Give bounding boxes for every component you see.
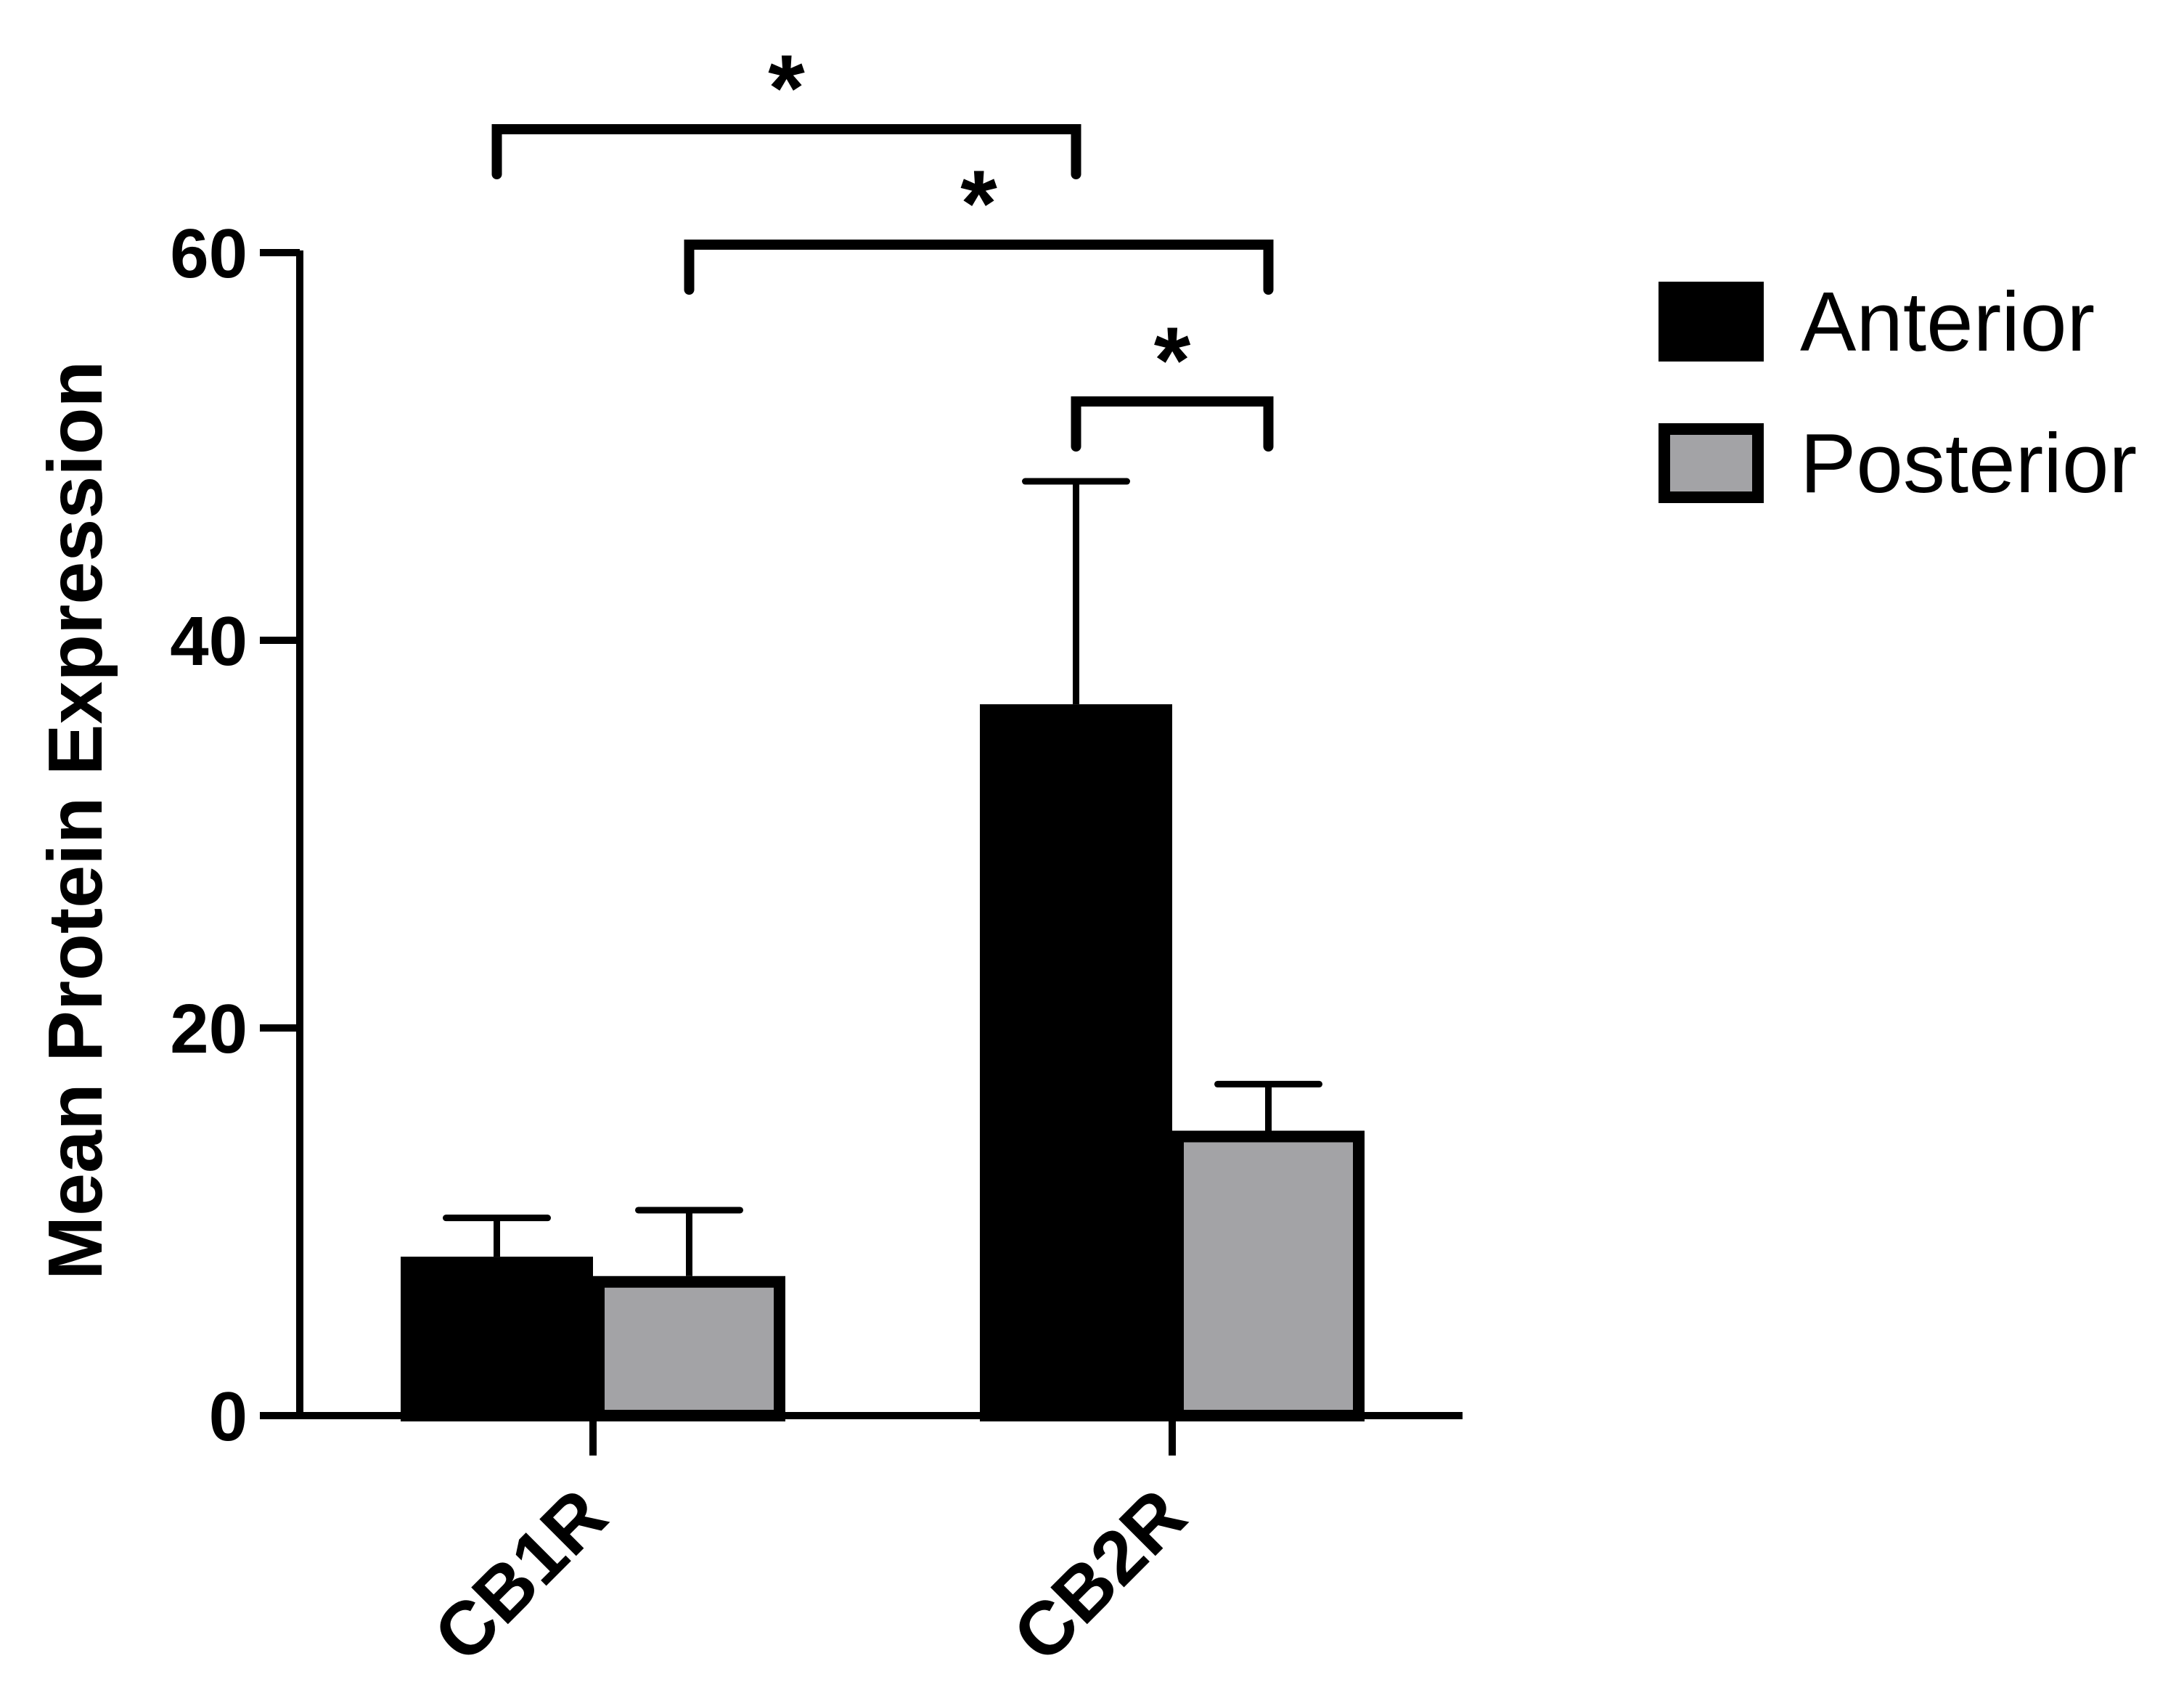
legend-label-anterior: Anterior	[1800, 274, 2095, 369]
significance-star-1: *	[768, 35, 805, 141]
bar-cb2r-posterior	[1172, 1130, 1365, 1421]
significance-bracket-1	[491, 124, 1081, 179]
legend-group: Anterior Posterior	[1659, 274, 2137, 510]
bar-cb2r-anterior	[980, 704, 1172, 1421]
legend-label-posterior: Posterior	[1800, 416, 2137, 510]
x-tick-label-cb1r: CB1R	[418, 1473, 623, 1678]
significance-bracket-3	[1071, 396, 1274, 452]
significance-star-3: *	[1154, 307, 1191, 413]
x-tick-label-cb2r: CB2R	[997, 1473, 1202, 1678]
bar-cb1r-anterior	[401, 1257, 593, 1422]
y-axis-title: Mean Protein Expression	[33, 361, 118, 1280]
y-tick-label-60: 60	[170, 215, 248, 293]
significance-star-2: *	[960, 150, 997, 256]
y-tick-label-40: 40	[170, 603, 248, 680]
legend-swatch-anterior	[1659, 282, 1764, 362]
error-bars-group	[443, 478, 1322, 1276]
y-tick-label-0: 0	[209, 1378, 248, 1456]
bar-cb1r-posterior	[593, 1276, 785, 1422]
significance-bracket-2	[684, 240, 1274, 295]
y-tick-label-20: 20	[170, 990, 248, 1068]
legend-swatch-posterior	[1659, 423, 1764, 503]
bars-group	[401, 704, 1365, 1422]
significance-group: * * *	[491, 35, 1274, 452]
